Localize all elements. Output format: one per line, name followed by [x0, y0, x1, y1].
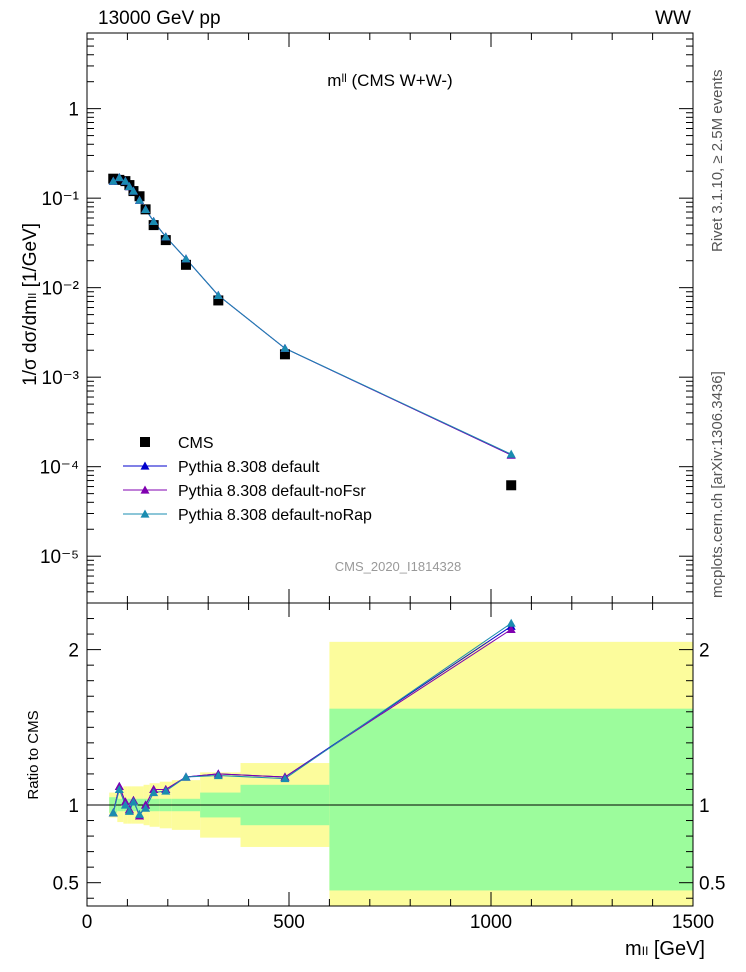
x-tick-label-1: 500: [273, 912, 305, 933]
main-y-tick-label-4: 10⁻¹: [42, 189, 80, 210]
ratio-series-2-point-3: [124, 806, 134, 815]
cms-data-point-10: [213, 295, 224, 306]
side-label-top: Rivet 3.1.10, ≥ 2.5M events: [709, 70, 726, 253]
x-tick-label-0: 0: [82, 912, 93, 933]
ratio-series-2-point-10: [213, 770, 223, 780]
main-series-line-1: [113, 176, 512, 456]
main-y-tick-label-5: 1: [68, 100, 79, 121]
x-tick-label-3: 1500: [672, 912, 714, 933]
x-axis-label: mₗₗ [GeV]: [625, 938, 705, 960]
header-right: WW: [655, 8, 691, 29]
main-y-tick-label-2: 10⁻³: [42, 368, 80, 389]
plot-title: mˡˡ (CMS W+W-): [327, 71, 452, 90]
main-series-3-point-7: [149, 216, 159, 225]
ratio-series-1-point-12: [506, 624, 516, 634]
cms-data-point-7: [148, 220, 159, 231]
legend-label-3: Pythia 8.308 default-noRap: [178, 507, 372, 524]
legend-marker-2: [140, 485, 150, 494]
ratio-series-2-point-9: [181, 772, 191, 781]
cms-data-point-12: [506, 480, 517, 491]
ratio-series-2-point-5: [135, 809, 145, 818]
main-series-3-point-0: [108, 176, 118, 185]
legend: CMS Pythia 8.308 default Pythia 8.308 defa…: [123, 435, 372, 524]
main-y-tick-label-1: 10⁻⁴: [40, 458, 79, 479]
ratio-y-tick-label-right-0: 0.5: [699, 874, 725, 895]
main-series: [108, 173, 517, 491]
ratio-series-2-point-6: [141, 803, 151, 812]
legend-marker-1: [140, 461, 150, 470]
main-series-3-point-11: [280, 343, 290, 352]
main-y-tick-label-3: 10⁻²: [42, 279, 80, 300]
ratio-uncertainty-bands: [87, 641, 693, 906]
ratio-series-2-point-4: [128, 797, 138, 806]
main-y-tick-label-0: 10⁻⁵: [40, 547, 79, 568]
ratio-ticks: 0.5 0.5 1 1 2 2 0 500 1000 1500: [53, 603, 725, 933]
ratio-y-axis-label: Ratio to CMS: [25, 710, 42, 799]
ratio-series-2-point-2: [120, 800, 130, 809]
ratio-y-tick-label-right-1: 1: [699, 796, 710, 817]
ratio-series-2-point-8: [161, 786, 171, 795]
ratio-series-2-point-11: [280, 774, 290, 783]
main-series-3-point-5: [135, 195, 145, 204]
main-series-3-point-9: [181, 254, 191, 263]
legend-marker-0: [140, 437, 150, 447]
main-y-axis-label: 1/σ dσ/dmₗₗ [1/GeV]: [20, 223, 41, 386]
main-series-line-3: [113, 176, 512, 455]
main-series-3-point-12: [506, 449, 516, 458]
ratio-series-2-point-1: [114, 784, 124, 794]
ratio-y-tick-label-left-0: 0.5: [53, 874, 79, 895]
main-series-3-point-10: [213, 290, 223, 299]
main-y-ticks: 10⁻⁵ 10⁻⁴ 10⁻³ 10⁻² 10⁻¹ 1: [40, 33, 694, 603]
legend-label-1: Pythia 8.308 default: [178, 459, 320, 476]
ratio-plot-frame: [86, 602, 694, 907]
analysis-watermark: CMS_2020_I1814328: [335, 559, 462, 574]
main-series-3-point-2: [120, 176, 130, 185]
ratio-series-2-point-0: [108, 808, 118, 817]
header-left: 13000 GeV pp: [98, 8, 221, 29]
band-inner-12: [329, 708, 693, 891]
legend-marker-3: [140, 509, 150, 518]
main-series-line-2: [113, 176, 512, 456]
x-tick-label-2: 1000: [470, 912, 512, 933]
ratio-series-2-point-7: [149, 788, 159, 797]
ratio-y-tick-label-right-2: 2: [699, 641, 710, 662]
main-series-3-point-4: [128, 186, 138, 195]
main-series-3-point-6: [141, 204, 151, 213]
legend-label-0: CMS: [178, 435, 214, 452]
legend-label-2: Pythia 8.308 default-noFsr: [178, 483, 366, 500]
ratio-y-tick-label-left-1: 1: [68, 796, 79, 817]
cms-data-point-11: [279, 349, 290, 360]
ratio-y-tick-label-left-2: 2: [68, 641, 79, 662]
main-series-3-point-1: [114, 173, 124, 182]
cms-data-point-9: [180, 259, 191, 270]
ratio-series: [108, 618, 516, 820]
main-series-3-point-8: [161, 232, 171, 241]
side-label-bottom: mcplots.cern.ch [arXiv:1306.3436]: [709, 371, 726, 598]
ratio-series-2-point-12: [506, 618, 516, 627]
main-series-3-point-3: [124, 181, 134, 191]
